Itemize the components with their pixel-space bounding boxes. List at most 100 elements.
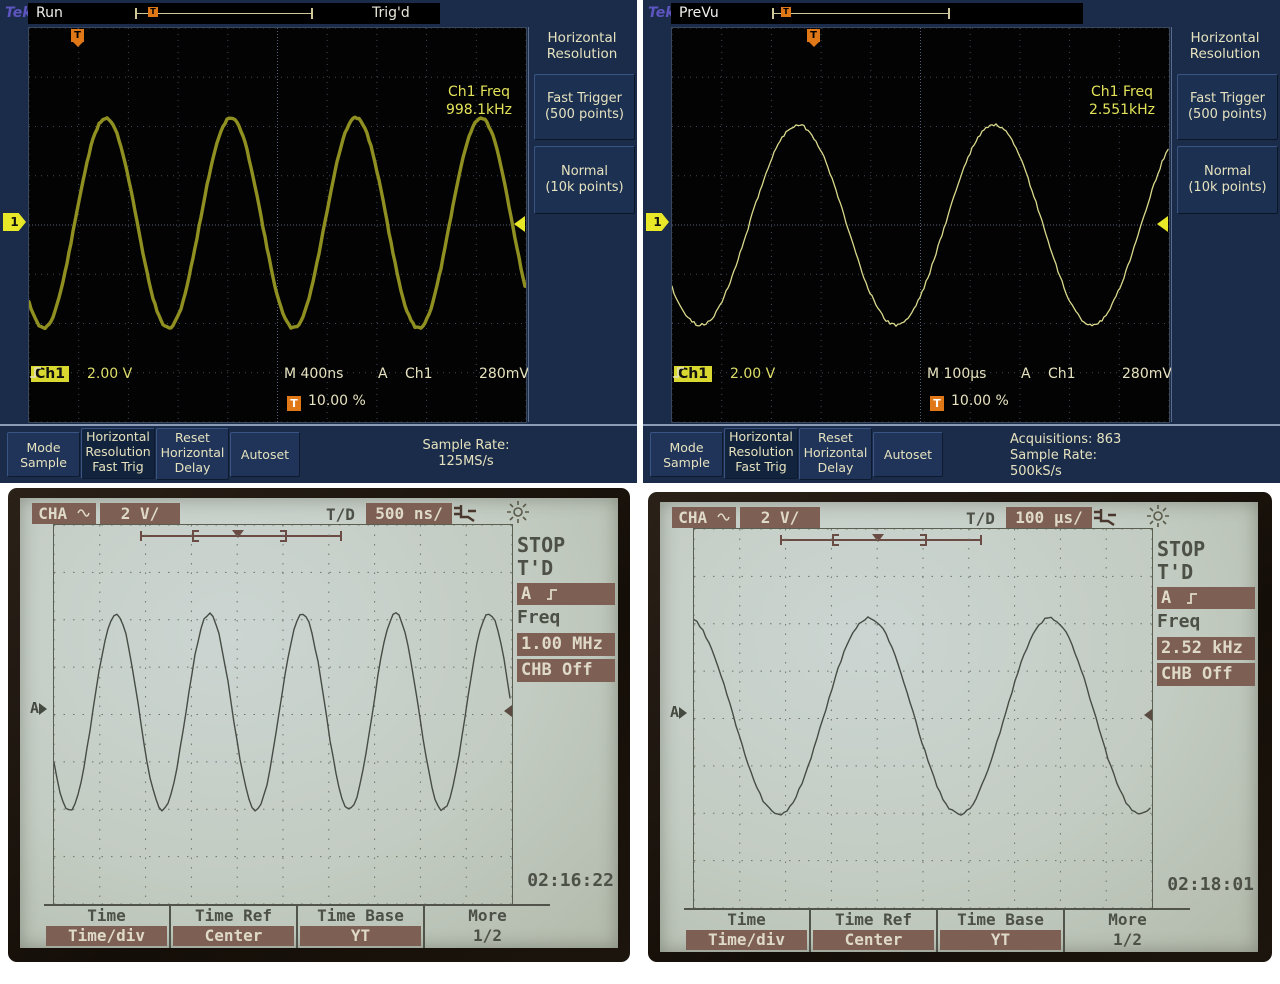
menu-divider xyxy=(1171,27,1172,422)
softkey-mode-sample[interactable]: Mode Sample xyxy=(650,432,723,477)
softkey-time[interactable]: Time Time/div xyxy=(684,910,809,952)
menu-button-fast-trigger[interactable]: Fast Trigger (500 points) xyxy=(534,74,635,140)
lcd-screen: CHA 2 V/ T/D 500 ns/ STOP T xyxy=(20,498,618,948)
softkey-horizontal-resolution[interactable]: Horizontal Resolution Fast Trig xyxy=(81,428,155,479)
power-plug-icon xyxy=(1094,509,1116,526)
trigger-source-badge: A xyxy=(1157,587,1255,609)
acquisition-status: PreVu xyxy=(679,5,719,21)
graticule: T Ch1 Freq 2.551kHz Ch1 2.00 V M 100µs A… xyxy=(671,27,1172,423)
triggered-status: T'D xyxy=(517,556,554,580)
waveform-canvas xyxy=(29,28,526,422)
tek-logo: Tek xyxy=(5,5,32,21)
power-plug-icon xyxy=(454,505,476,522)
menu-divider xyxy=(528,27,529,422)
softkey-reset-horizontal-delay[interactable]: Reset Horizontal Delay xyxy=(156,428,229,480)
lcd-screen: CHA 2 V/ T/D 100 µs/ STOP T xyxy=(660,502,1258,952)
readout-row: Ch1 2.00 V M 100µs A Ch1 280mV xyxy=(672,366,1172,384)
softkey-autoset[interactable]: Autoset xyxy=(230,432,300,477)
timebase-readout: M 100µs xyxy=(927,366,987,382)
ac-coupling-icon xyxy=(77,509,90,517)
softkey-time-ref[interactable]: Time Ref Center xyxy=(809,910,936,952)
plot-area xyxy=(53,524,513,905)
trigger-t-badge-icon: T xyxy=(930,396,944,411)
menu-button-normal[interactable]: Normal (10k points) xyxy=(534,146,635,214)
timebase-readout: M 400ns xyxy=(284,366,344,382)
brightness-icon xyxy=(1147,505,1169,527)
position-bar-line xyxy=(772,13,950,14)
position-bar-left-bracket xyxy=(772,8,774,19)
rising-edge-icon xyxy=(30,367,41,378)
waveform-canvas xyxy=(53,524,513,905)
trigger-position-flag-icon: T xyxy=(148,7,158,17)
trigger-t-badge-icon: T xyxy=(287,396,301,411)
softkey-mode-sample[interactable]: Mode Sample xyxy=(7,432,80,477)
rising-edge-icon xyxy=(673,367,684,378)
acquisition-status: Run xyxy=(36,5,63,21)
channel-a-badge: CHA xyxy=(32,503,96,524)
channel-b-status-badge: CHB Off xyxy=(517,659,615,682)
scope-photo-slow: CHA 2 V/ T/D 100 µs/ STOP T xyxy=(640,488,1280,984)
trigger-position-readout: T 10.00 % xyxy=(287,393,366,411)
scope-header-bar: Run T Trig'd xyxy=(28,3,440,24)
softkey-autoset[interactable]: Autoset xyxy=(873,432,943,477)
freq-readout: Ch1 Freq 998.1kHz xyxy=(445,84,512,118)
bottom-softkey-menu: Time Time/div Time Ref Center Time Base … xyxy=(684,908,1190,952)
delay-position-indicator xyxy=(140,529,342,543)
freq-value-badge: 1.00 MHz xyxy=(517,633,615,656)
softkey-more[interactable]: More 1/2 xyxy=(1063,910,1190,952)
volts-per-div-badge: 2 V/ xyxy=(740,507,820,528)
trigger-source-a: A xyxy=(1021,366,1031,382)
menu-separator xyxy=(643,424,1280,426)
freq-value-badge: 2.52 kHz xyxy=(1157,637,1255,660)
softkey-time-ref[interactable]: Time Ref Center xyxy=(169,906,296,948)
menu-button-normal[interactable]: Normal (10k points) xyxy=(1177,146,1278,214)
menu-separator xyxy=(0,424,637,426)
position-bar-right-bracket xyxy=(311,8,313,19)
sample-rate-readout: Sample Rate: 125MS/s xyxy=(422,437,510,469)
ac-coupling-icon xyxy=(717,513,730,521)
softkey-time[interactable]: Time Time/div xyxy=(44,906,169,948)
softkey-horizontal-resolution[interactable]: Horizontal Resolution Fast Trig xyxy=(724,428,798,479)
run-stop-status: STOP xyxy=(1157,537,1206,561)
scope-header-bar: PreVu T xyxy=(671,3,1083,24)
freq-label: Freq xyxy=(517,607,561,628)
softkey-time-base[interactable]: Time Base YT xyxy=(296,906,423,948)
freq-label: Freq xyxy=(1157,611,1201,632)
trigger-time-marker-icon: T xyxy=(807,29,820,47)
softkey-more[interactable]: More 1/2 xyxy=(423,906,550,948)
position-bar-left-bracket xyxy=(135,8,137,19)
time-div-label: T/D xyxy=(326,505,355,524)
trigger-source-channel: Ch1 xyxy=(1048,366,1076,382)
trigger-source-a: A xyxy=(378,366,388,382)
trigger-position-flag-icon: T xyxy=(781,7,791,17)
trigger-status: Trig'd xyxy=(372,5,410,21)
channel1-position-marker: 1 xyxy=(3,213,26,231)
waveform-canvas xyxy=(693,528,1153,909)
channel-b-status-badge: CHB Off xyxy=(1157,663,1255,686)
status-column: STOP T'D A Freq 2.52 kHz CHB Off xyxy=(1157,538,1255,686)
trigger-source-badge: A xyxy=(517,583,615,605)
channel-a-position-marker: A xyxy=(670,704,688,720)
plot-area xyxy=(693,528,1153,909)
side-menu: Horizontal Resolution Fast Trigger (500 … xyxy=(1173,0,1280,424)
horizontal-position-indicator: T xyxy=(135,7,313,20)
horizontal-position-indicator: T xyxy=(772,7,950,20)
menu-button-fast-trigger[interactable]: Fast Trigger (500 points) xyxy=(1177,74,1278,140)
graticule: T Ch1 Freq 998.1kHz Ch1 2.00 V M 400ns A… xyxy=(28,27,529,423)
freq-readout: Ch1 Freq 2.551kHz xyxy=(1088,84,1155,118)
bottom-menu: Mode Sample Horizontal Resolution Fast T… xyxy=(643,426,1280,483)
acquisitions-sample-rate-readout: Acquisitions: 863 Sample Rate: 500kS/s xyxy=(1010,432,1122,479)
volts-per-div: 2.00 V xyxy=(87,366,133,382)
trigger-level-marker xyxy=(1144,709,1152,721)
triggered-status: T'D xyxy=(1157,560,1194,584)
time-per-div-badge: 500 ns/ xyxy=(366,503,452,524)
softkey-time-base[interactable]: Time Base YT xyxy=(936,910,1063,952)
clock-readout: 02:18:01 xyxy=(1167,874,1254,895)
trigger-source-channel: Ch1 xyxy=(405,366,433,382)
rising-edge-icon xyxy=(546,589,557,600)
softkey-reset-horizontal-delay[interactable]: Reset Horizontal Delay xyxy=(799,428,872,480)
time-per-div-badge: 100 µs/ xyxy=(1006,507,1092,528)
side-menu: Horizontal Resolution Fast Trigger (500 … xyxy=(530,0,637,424)
scope-panel-tek-run: Tek Run T Trig'd T Ch1 Freq 998.1kHz Ch1… xyxy=(0,0,637,483)
clock-readout: 02:16:22 xyxy=(527,870,614,891)
